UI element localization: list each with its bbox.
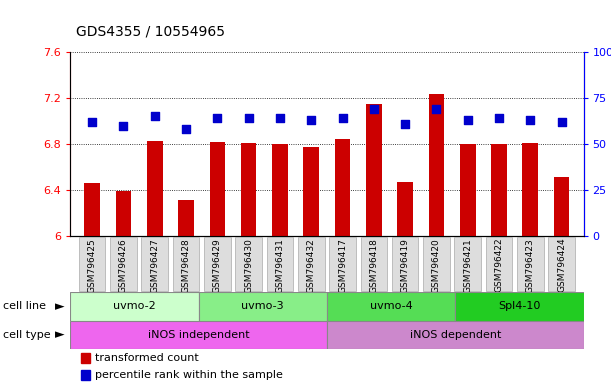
FancyBboxPatch shape <box>79 237 106 291</box>
Text: cell line: cell line <box>3 301 46 311</box>
Text: transformed count: transformed count <box>95 353 199 363</box>
Bar <box>397 182 413 236</box>
Bar <box>147 141 163 236</box>
Text: GSM796425: GSM796425 <box>87 238 97 293</box>
Point <box>369 106 379 112</box>
FancyBboxPatch shape <box>360 237 387 291</box>
Point <box>306 117 316 123</box>
Text: uvmo-2: uvmo-2 <box>113 301 156 311</box>
Text: ►: ► <box>54 329 64 341</box>
Text: cell type: cell type <box>3 330 51 340</box>
Bar <box>84 183 100 236</box>
Text: GSM796427: GSM796427 <box>150 238 159 293</box>
Text: percentile rank within the sample: percentile rank within the sample <box>95 370 283 380</box>
Point <box>87 119 97 125</box>
FancyBboxPatch shape <box>110 237 137 291</box>
Bar <box>241 143 257 236</box>
Bar <box>522 143 538 236</box>
Point <box>494 115 504 121</box>
Text: GSM796422: GSM796422 <box>494 238 503 293</box>
Text: GSM796430: GSM796430 <box>244 238 253 293</box>
Bar <box>210 142 225 236</box>
FancyBboxPatch shape <box>548 237 575 291</box>
Point <box>557 119 566 125</box>
Text: uvmo-3: uvmo-3 <box>241 301 284 311</box>
Point <box>400 121 410 127</box>
FancyBboxPatch shape <box>392 237 419 291</box>
Bar <box>491 144 507 236</box>
Bar <box>304 147 319 236</box>
Point <box>525 117 535 123</box>
Text: GSM796432: GSM796432 <box>307 238 316 293</box>
Text: iNOS dependent: iNOS dependent <box>409 330 501 340</box>
Text: GSM796431: GSM796431 <box>276 238 285 293</box>
FancyBboxPatch shape <box>455 292 584 321</box>
Point <box>213 115 222 121</box>
Bar <box>428 94 444 236</box>
Text: GSM796428: GSM796428 <box>181 238 191 293</box>
Text: GSM796426: GSM796426 <box>119 238 128 293</box>
Point <box>431 106 441 112</box>
Text: uvmo-4: uvmo-4 <box>370 301 412 311</box>
Bar <box>81 370 90 380</box>
FancyBboxPatch shape <box>70 292 199 321</box>
Text: ►: ► <box>54 300 64 313</box>
Point <box>181 126 191 132</box>
FancyBboxPatch shape <box>204 237 231 291</box>
Point <box>463 117 472 123</box>
FancyBboxPatch shape <box>235 237 262 291</box>
FancyBboxPatch shape <box>173 237 199 291</box>
FancyBboxPatch shape <box>455 237 481 291</box>
Text: iNOS independent: iNOS independent <box>148 330 249 340</box>
FancyBboxPatch shape <box>517 237 544 291</box>
Text: GSM796419: GSM796419 <box>401 238 409 293</box>
FancyBboxPatch shape <box>298 237 324 291</box>
Point <box>338 115 348 121</box>
Text: GDS4355 / 10554965: GDS4355 / 10554965 <box>76 25 225 38</box>
Bar <box>178 200 194 236</box>
Point <box>275 115 285 121</box>
Text: GSM796420: GSM796420 <box>432 238 441 293</box>
Bar <box>272 144 288 236</box>
Bar <box>460 144 475 236</box>
Point <box>150 113 159 119</box>
Text: Spl4-10: Spl4-10 <box>498 301 541 311</box>
FancyBboxPatch shape <box>423 237 450 291</box>
Text: GSM796417: GSM796417 <box>338 238 347 293</box>
FancyBboxPatch shape <box>329 237 356 291</box>
FancyBboxPatch shape <box>327 292 455 321</box>
Bar <box>115 191 131 236</box>
Bar <box>366 104 382 236</box>
Bar <box>81 353 90 362</box>
Text: GSM796423: GSM796423 <box>526 238 535 293</box>
Text: GSM796429: GSM796429 <box>213 238 222 293</box>
FancyBboxPatch shape <box>199 292 327 321</box>
Point <box>119 122 128 129</box>
FancyBboxPatch shape <box>266 237 293 291</box>
FancyBboxPatch shape <box>142 237 168 291</box>
Text: GSM796418: GSM796418 <box>369 238 378 293</box>
Bar <box>554 177 569 236</box>
Text: GSM796424: GSM796424 <box>557 238 566 293</box>
Text: GSM796421: GSM796421 <box>463 238 472 293</box>
FancyBboxPatch shape <box>327 321 584 349</box>
FancyBboxPatch shape <box>70 321 327 349</box>
FancyBboxPatch shape <box>486 237 512 291</box>
Bar <box>335 139 350 236</box>
Point <box>244 115 254 121</box>
